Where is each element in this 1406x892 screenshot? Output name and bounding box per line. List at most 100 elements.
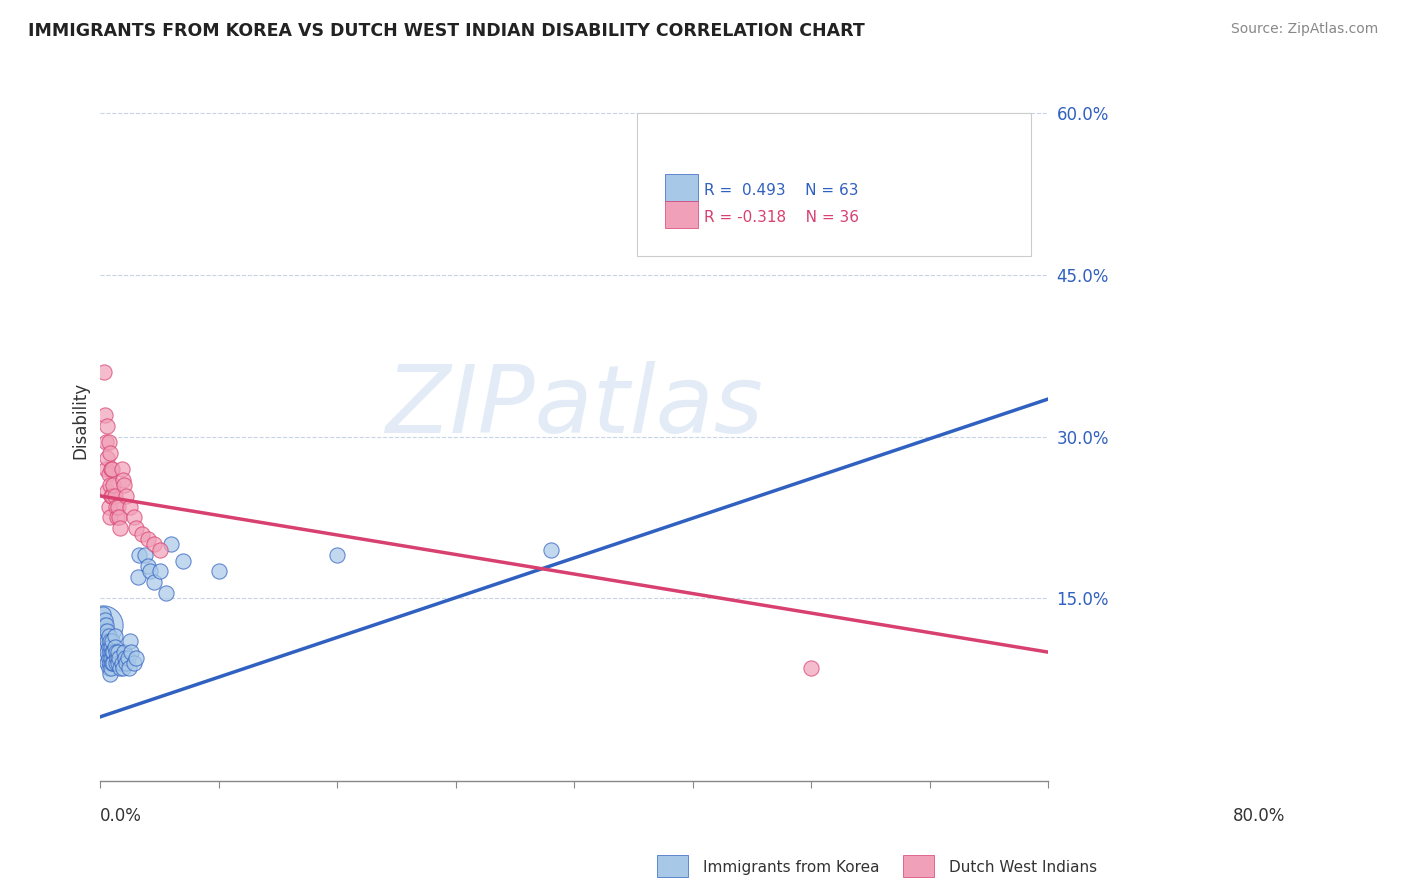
Point [149,565,172,579]
Text: Immigrants from Korea: Immigrants from Korea [703,860,880,874]
Point [127,570,149,584]
Point [208,565,231,579]
Point [118,634,141,648]
Point [97,629,120,643]
Point [101,634,124,648]
Text: 80.0%: 80.0% [1233,806,1285,825]
Point [104,656,127,670]
Point [96,640,118,654]
Point [800,661,823,675]
Point [139,565,162,579]
Point [120,645,142,659]
Point [94,634,117,648]
Point [112,645,135,659]
Point [96,650,118,665]
Point [103,656,125,670]
Point [111,661,134,675]
Point [103,629,125,643]
Point [94,408,117,422]
Point [98,478,121,492]
Point [104,645,127,659]
Point [125,650,148,665]
Point [108,510,131,524]
Point [97,640,120,654]
Point [114,650,136,665]
Point [101,656,124,670]
Point [107,500,129,514]
Point [96,483,118,498]
Point [117,650,139,665]
Point [107,645,129,659]
Point [96,435,118,450]
Point [111,656,134,670]
Point [172,553,194,567]
Point [115,489,138,503]
Text: IMMIGRANTS FROM KOREA VS DUTCH WEST INDIAN DISABILITY CORRELATION CHART: IMMIGRANTS FROM KOREA VS DUTCH WEST INDI… [28,22,865,40]
Text: 0.0%: 0.0% [100,806,142,825]
Point [540,542,562,557]
Y-axis label: Disability: Disability [72,382,89,459]
Point [105,510,128,524]
Point [134,548,156,562]
Point [149,542,172,557]
Point [96,451,118,466]
Point [111,462,134,476]
Point [98,634,121,648]
Point [91,618,114,632]
Text: ZIPatlas: ZIPatlas [385,360,763,451]
Point [110,661,132,675]
Point [96,634,118,648]
Point [98,510,121,524]
Point [93,618,115,632]
Point [97,467,120,482]
Point [103,489,125,503]
Point [103,645,125,659]
Point [160,537,183,551]
Point [105,650,128,665]
Point [108,650,131,665]
Point [98,645,121,659]
Point [136,558,159,573]
Text: R =  0.493    N = 63: R = 0.493 N = 63 [704,183,859,198]
Point [97,435,120,450]
Point [118,661,141,675]
Point [97,661,120,675]
Point [101,645,124,659]
Point [93,365,115,379]
Point [118,500,141,514]
Point [96,462,118,476]
Point [112,478,135,492]
Point [98,446,121,460]
Point [125,521,148,535]
Point [96,629,118,643]
Point [104,500,127,514]
Text: Source: ZipAtlas.com: Source: ZipAtlas.com [1230,22,1378,37]
Point [96,656,118,670]
Point [96,418,118,433]
Point [94,624,117,638]
Point [101,489,124,503]
Point [110,521,132,535]
Point [128,548,150,562]
Point [100,462,122,476]
Point [96,645,118,659]
Point [115,656,138,670]
Point [155,586,177,600]
Point [100,661,122,675]
Point [100,650,122,665]
Point [91,607,114,622]
Point [103,640,125,654]
Text: Dutch West Indians: Dutch West Indians [949,860,1097,874]
Point [103,478,125,492]
Point [122,510,145,524]
Point [93,629,115,643]
Point [111,473,134,487]
Point [98,666,121,681]
Point [96,624,118,638]
Text: R = -0.318    N = 36: R = -0.318 N = 36 [704,211,859,225]
Point [97,500,120,514]
Point [131,526,153,541]
Point [107,656,129,670]
Point [136,532,159,546]
Point [100,640,122,654]
